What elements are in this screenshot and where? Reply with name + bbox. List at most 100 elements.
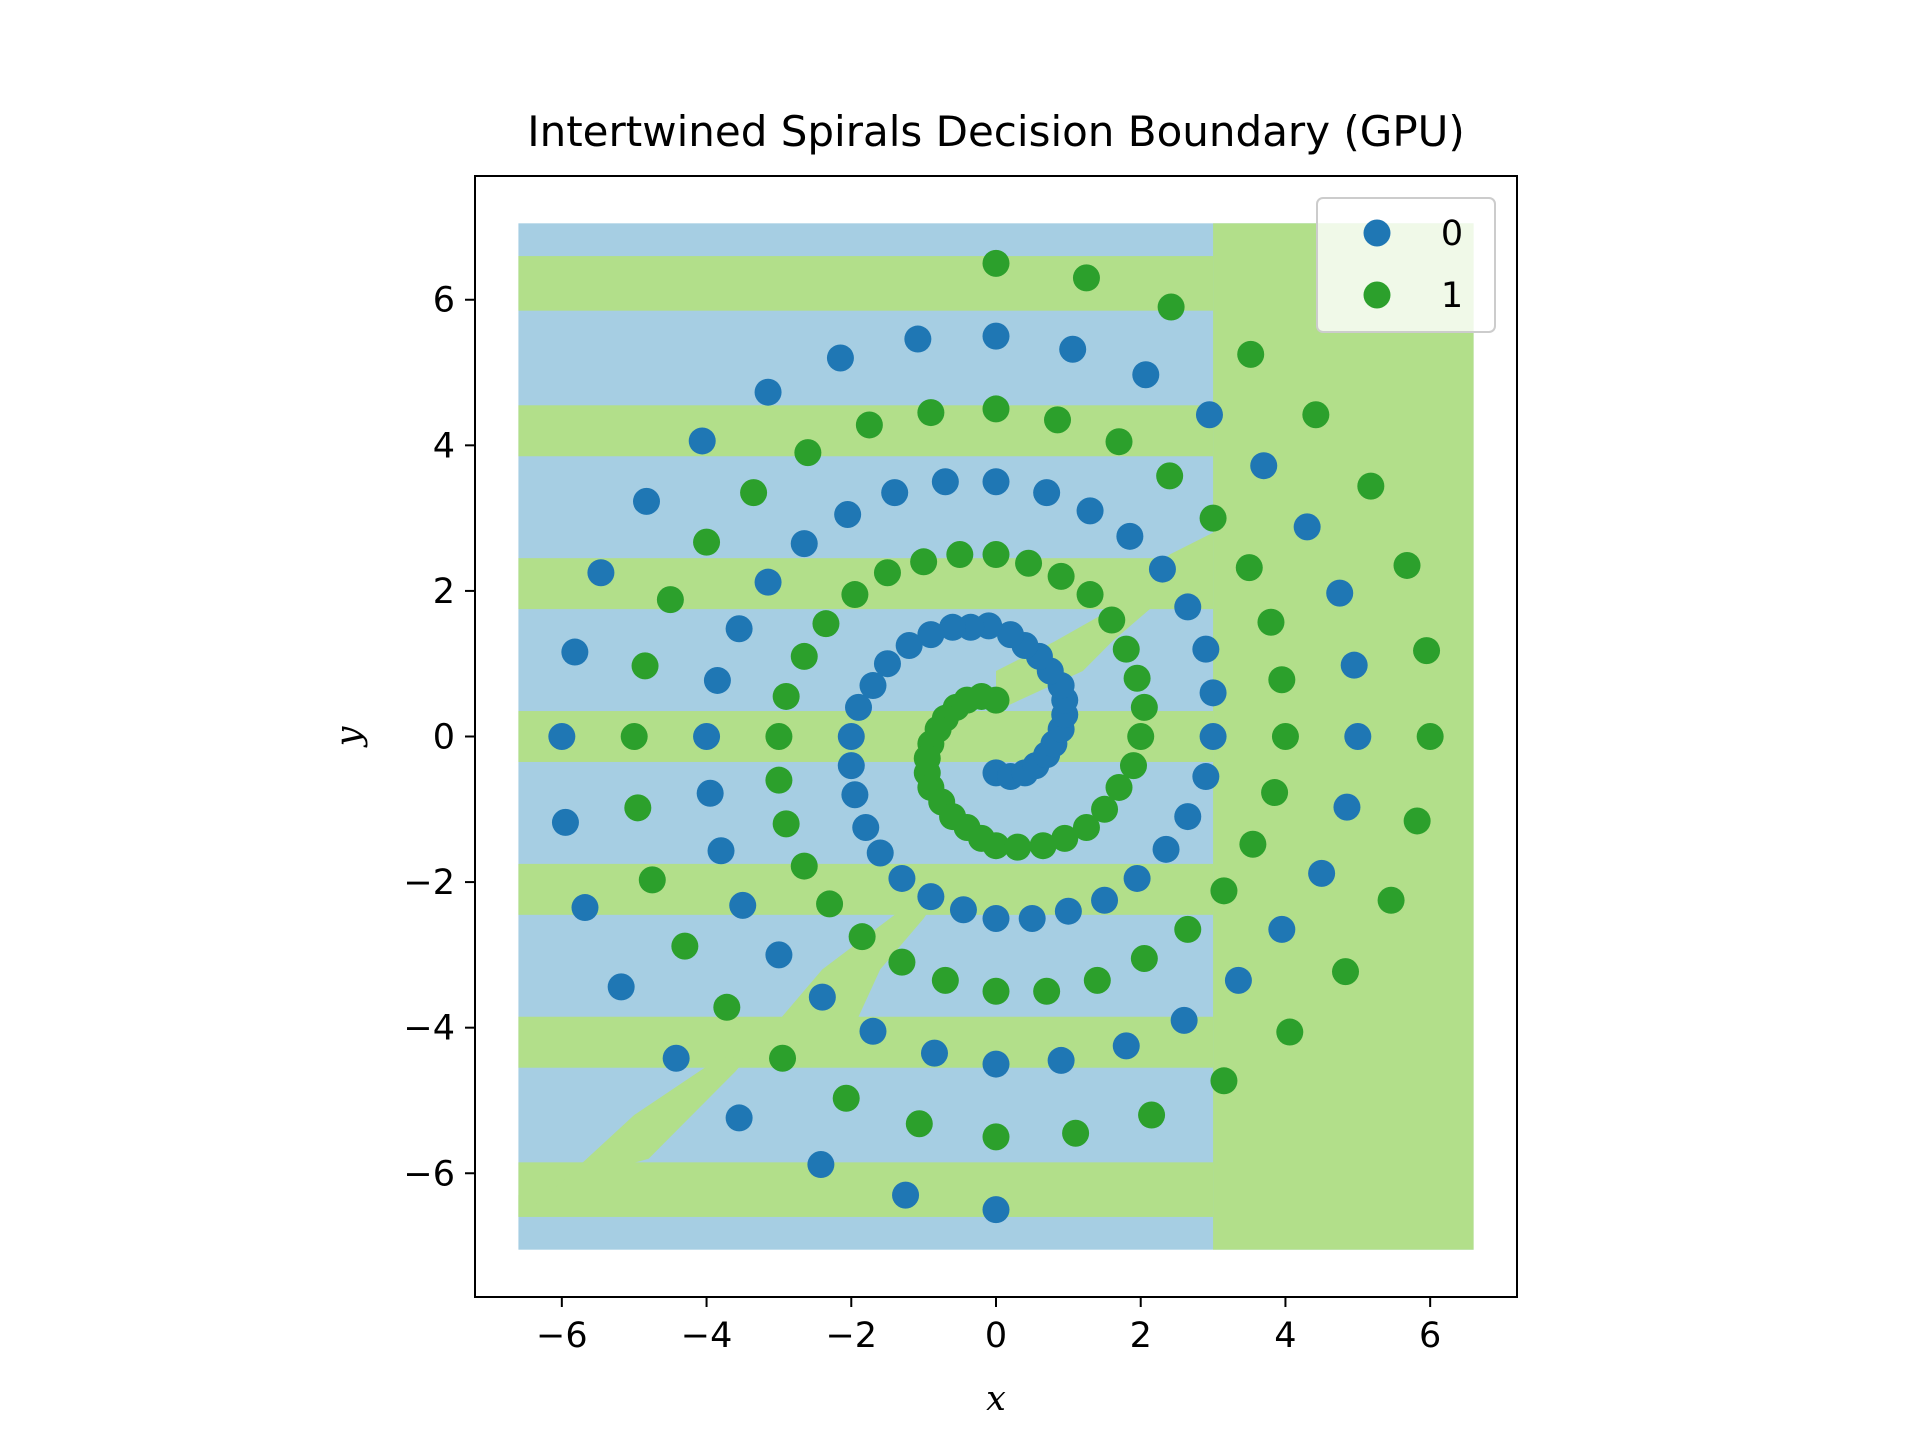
data-point-class-1 [671,932,699,960]
data-point-class-0 [866,839,894,867]
data-point-class-1 [769,1044,797,1072]
data-point-class-0 [1033,479,1061,507]
data-point-class-1 [1210,1067,1238,1095]
x-tick-label: −6 [536,1316,588,1356]
data-point-class-1 [713,993,741,1021]
data-point-class-0 [841,781,869,809]
data-point-class-1 [1413,637,1441,665]
decision-boundary-regions [518,223,1474,1250]
x-axis-title: x [986,1379,1006,1419]
data-point-class-0 [754,568,782,596]
data-point-class-0 [1132,361,1160,389]
data-point-class-0 [982,1196,1010,1224]
legend-frame [1316,197,1496,333]
data-point-class-0 [859,672,887,700]
region-class-1-streak [518,874,953,1217]
data-point-class-1 [1138,1101,1166,1129]
data-point-class-0 [632,487,660,515]
data-point-class-0 [1224,966,1252,994]
data-point-class-1 [982,249,1010,277]
data-point-class-0 [917,883,945,911]
data-point-class-0 [754,378,782,406]
data-point-class-0 [1091,886,1119,914]
legend: 01 [1316,197,1496,333]
data-point-class-0 [859,1017,887,1045]
x-tick-label: 0 [985,1316,1007,1356]
y-axis-title: y [329,725,369,748]
data-point-class-1 [1062,1119,1090,1147]
data-point-class-1 [1235,554,1263,582]
data-point-class-1 [1199,504,1227,532]
data-point-class-0 [852,813,880,841]
data-point-class-0 [1192,635,1220,663]
data-point-class-0 [834,500,862,528]
data-point-class-1 [1268,666,1296,694]
data-point-class-0 [725,615,753,643]
data-point-class-0 [837,723,865,750]
data-point-class-1 [1416,723,1444,750]
axis-ticks: −6 −4 −2 0 2 4 6 −6 −4 −2 0 2 4 6 [403,281,1441,1356]
data-point-class-0 [571,894,599,922]
data-point-class-1 [794,439,822,467]
data-point-class-1 [1033,977,1061,1005]
data-point-class-0 [982,904,1010,932]
data-point-class-0 [1054,897,1082,925]
data-point-class-1 [1076,581,1104,609]
data-point-class-1 [1377,886,1405,914]
data-point-class-1 [1015,549,1043,577]
data-point-class-1 [740,479,768,507]
y-tick-label: 0 [433,718,455,758]
data-point-class-1 [982,1123,1010,1151]
legend-label-1: 1 [1441,276,1463,316]
data-point-class-1 [931,966,959,994]
data-point-class-0 [790,530,818,558]
y-tick-label: −4 [403,1009,455,1049]
data-point-class-1 [790,642,818,670]
data-point-class-0 [587,559,615,587]
x-tick-label: 4 [1274,1316,1296,1356]
data-point-class-1 [1083,966,1111,994]
data-point-class-1 [1072,813,1100,841]
data-point-class-0 [808,983,836,1011]
region-class-1-band [518,256,1214,311]
data-point-class-0 [837,752,865,780]
data-point-class-1 [772,810,800,838]
data-point-class-0 [873,650,901,678]
data-point-class-1 [982,395,1010,423]
data-point-class-0 [982,1050,1010,1078]
data-point-class-1 [812,610,840,638]
data-point-class-0 [703,666,731,694]
data-point-class-0 [1195,401,1223,429]
data-point-class-0 [1174,593,1202,621]
data-point-class-1 [832,1084,860,1112]
data-point-class-1 [1257,608,1285,636]
data-point-class-0 [1192,763,1220,791]
data-point-class-1 [790,852,818,880]
data-point-class-0 [888,864,916,892]
data-point-class-1 [765,766,793,794]
data-point-class-1 [1130,693,1158,721]
data-point-class-0 [696,779,724,807]
data-point-class-0 [1047,1046,1075,1074]
data-point-class-0 [551,808,579,836]
legend-marker-0 [1363,219,1391,247]
data-point-class-1 [1210,877,1238,905]
data-point-class-1 [1174,915,1202,943]
data-point-class-1 [1098,606,1126,634]
data-point-class-1 [1261,779,1289,807]
data-point-class-1 [1044,406,1072,434]
data-point-class-0 [1152,835,1180,863]
data-point-class-1 [1072,264,1100,292]
y-tick-label: 2 [433,572,455,612]
scatter-points [548,249,1444,1224]
data-point-class-1 [1237,340,1265,368]
data-point-class-1 [1091,795,1119,823]
data-point-class-0 [1116,522,1144,550]
data-point-class-0 [1293,513,1321,541]
data-point-class-1 [693,528,721,556]
data-point-class-0 [982,322,1010,350]
data-point-class-0 [1199,723,1227,750]
data-point-class-1 [1119,752,1147,780]
data-point-class-1 [1127,723,1155,750]
